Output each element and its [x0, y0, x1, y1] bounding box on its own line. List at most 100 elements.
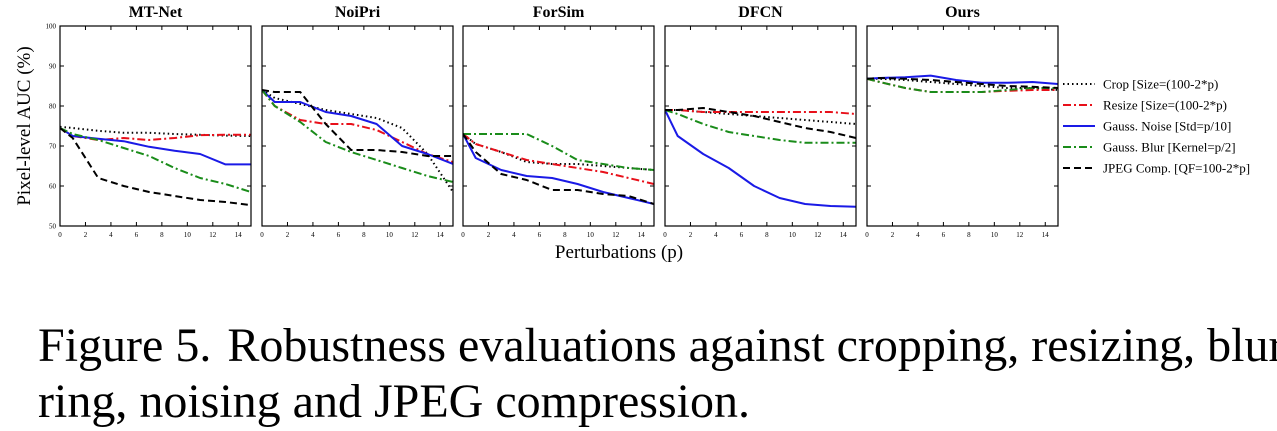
- panel-frame: [261, 25, 454, 227]
- x-tick-label: 0: [865, 231, 869, 239]
- caption-line-2: ring, noising and JPEG compression.: [38, 375, 750, 428]
- x-tick-label: 2: [286, 231, 290, 239]
- x-tick-label: 4: [109, 231, 113, 239]
- legend: Crop [Size=(100-2*p) Resize [Size=(100-2*…: [1063, 77, 1250, 176]
- caption-text-1: Robustness evaluations against cropping,…: [227, 319, 1277, 372]
- panel-frame: [664, 25, 857, 227]
- x-tick-label: 8: [362, 231, 366, 239]
- y-tick-label: 80: [49, 103, 57, 111]
- x-tick-label: 0: [663, 231, 667, 239]
- panel-frame: [59, 25, 252, 227]
- x-tick-label: 14: [840, 231, 848, 239]
- x-tick-label: 8: [765, 231, 769, 239]
- panel-title: NoiPri: [335, 4, 381, 21]
- series-line-crop: [262, 89, 453, 193]
- panel-mt-net: MT-Net 50 60 70 80 90 100 0 2 4 6 8 10 12 14: [46, 4, 252, 239]
- x-tick-label: 6: [538, 231, 542, 239]
- panel-title: Ours: [945, 4, 980, 21]
- y-tick-label: 100: [46, 23, 57, 31]
- x-tick-label: 10: [386, 231, 394, 239]
- x-tick-label: 0: [260, 231, 264, 239]
- panel-ours: Ours 0 2 4 6 8 10 12 14: [865, 4, 1059, 239]
- series-line-jpeg: [262, 89, 453, 157]
- panel-lines: [262, 89, 453, 193]
- x-tick-label: 10: [184, 231, 192, 239]
- x-tick-label: 8: [563, 231, 567, 239]
- x-tick-label: 6: [135, 231, 139, 239]
- series-line-gauss: [262, 89, 453, 165]
- x-tick-label: 12: [814, 231, 822, 239]
- series-line-gauss: [867, 74, 1058, 85]
- x-tick-label: 2: [84, 231, 88, 239]
- legend-item: Crop [Size=(100-2*p): [1063, 77, 1218, 92]
- x-tick-label: 2: [487, 231, 491, 239]
- legend-label: JPEG Comp. [QF=100-2*p]: [1103, 161, 1250, 176]
- x-tick-label: 6: [942, 231, 946, 239]
- x-tick-label: 0: [461, 231, 465, 239]
- y-tick-label: 50: [49, 223, 57, 231]
- x-tick-label: 10: [991, 231, 999, 239]
- legend-label: Crop [Size=(100-2*p): [1103, 77, 1218, 92]
- x-tick-label: 6: [337, 231, 341, 239]
- x-tick-label: 12: [1016, 231, 1024, 239]
- panel-title: MT-Net: [129, 4, 183, 21]
- y-axis-label: Pixel-level AUC (%): [14, 46, 35, 205]
- x-tick-label: 4: [512, 231, 516, 239]
- legend-item: Gauss. Blur [Kernel=p/2]: [1063, 140, 1236, 155]
- x-tick-label: 4: [714, 231, 718, 239]
- x-tick-label: 8: [160, 231, 164, 239]
- x-tick-label: 12: [411, 231, 419, 239]
- legend-item: Resize [Size=(100-2*p): [1063, 98, 1227, 113]
- panel-forsim: ForSim 0 2 4 6 8 10 12 14: [461, 4, 655, 239]
- legend-label: Gauss. Blur [Kernel=p/2]: [1103, 140, 1236, 155]
- legend-label: Gauss. Noise [Std=p/10]: [1103, 119, 1231, 134]
- x-tick-label: 14: [437, 231, 445, 239]
- legend-item: Gauss. Noise [Std=p/10]: [1063, 119, 1231, 134]
- figure-caption: Figure 5. Robustness evaluations against …: [38, 318, 1277, 430]
- panel-lines: [60, 125, 251, 207]
- x-tick-label: 10: [587, 231, 595, 239]
- x-tick-label: 4: [916, 231, 920, 239]
- x-tick-label: 6: [740, 231, 744, 239]
- series-line-gauss: [463, 133, 654, 205]
- panel-lines: [867, 74, 1058, 93]
- series-line-jpeg: [60, 127, 251, 207]
- x-tick-label: 4: [311, 231, 315, 239]
- panel-frame: [866, 25, 1059, 227]
- x-tick-label: 8: [967, 231, 971, 239]
- panel-dfcn: DFCN 0 2 4 6 8 10 12 14: [663, 4, 857, 239]
- panel-title: DFCN: [738, 4, 783, 21]
- panel-lines: [665, 107, 856, 208]
- series-line-gauss: [463, 133, 654, 171]
- x-tick-label: 0: [58, 231, 62, 239]
- x-tick-label: 14: [638, 231, 646, 239]
- y-tick-label: 60: [49, 183, 57, 191]
- x-tick-label: 2: [891, 231, 895, 239]
- robustness-figure: Pixel-level AUC (%) Perturbations (p) MT…: [14, 4, 1250, 263]
- series-line-jpeg: [867, 77, 1058, 89]
- panel-title: ForSim: [533, 4, 585, 21]
- series-line-crop: [463, 133, 654, 171]
- series-line-gauss: [262, 89, 453, 183]
- y-tick-label: 90: [49, 63, 57, 71]
- x-tick-label: 2: [689, 231, 693, 239]
- series-line-gauss: [665, 109, 856, 208]
- legend-item: JPEG Comp. [QF=100-2*p]: [1063, 161, 1250, 176]
- series-line-gauss: [665, 109, 856, 144]
- series-line-resize: [665, 109, 856, 115]
- panel-noipri: NoiPri 0 2 4 6 8 10 12 14: [260, 4, 454, 239]
- series-line-gauss: [867, 77, 1058, 93]
- caption-label: Figure 5.: [38, 319, 212, 372]
- legend-label: Resize [Size=(100-2*p): [1103, 98, 1227, 113]
- series-line-resize: [463, 133, 654, 185]
- x-tick-label: 12: [209, 231, 217, 239]
- x-tick-label: 10: [789, 231, 797, 239]
- panel-frame: [462, 25, 655, 227]
- panel-lines: [463, 133, 654, 205]
- series-line-gauss: [60, 127, 251, 193]
- series-line-resize: [262, 89, 453, 163]
- x-tick-label: 14: [235, 231, 243, 239]
- y-tick-label: 70: [49, 143, 57, 151]
- x-tick-label: 12: [612, 231, 620, 239]
